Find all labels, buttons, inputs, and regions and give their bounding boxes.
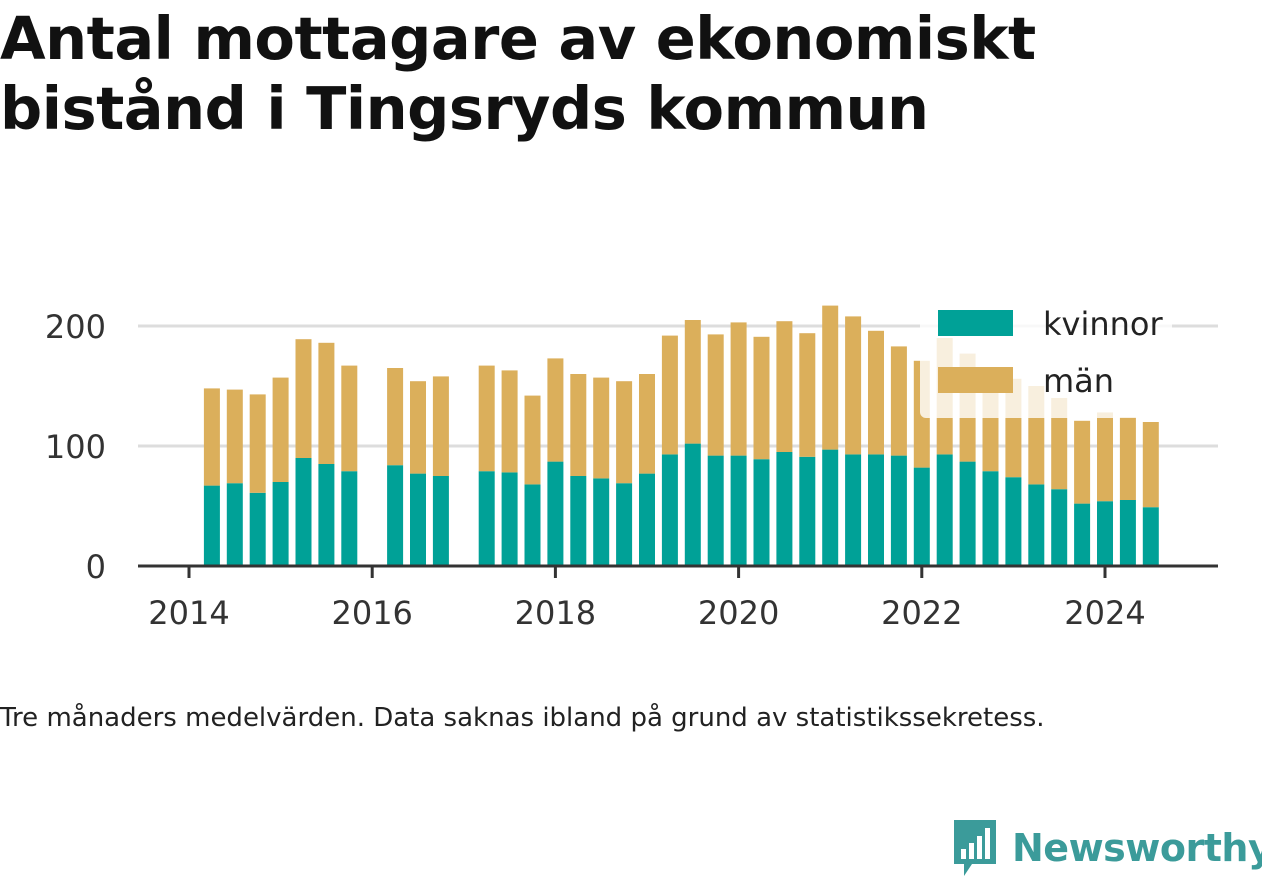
footnote: Tre månaders medelvärden. Data saknas ib… bbox=[0, 703, 1045, 733]
bar-man bbox=[226, 389, 243, 484]
brand-logo: Newsworthy bbox=[950, 816, 1262, 880]
bar-kvinnor bbox=[982, 471, 999, 566]
bar-kvinnor bbox=[707, 455, 724, 566]
bar-man bbox=[295, 339, 312, 458]
y-tick-label: 200 bbox=[45, 308, 106, 346]
x-tick-label: 2014 bbox=[148, 594, 229, 632]
bar-man bbox=[501, 370, 518, 473]
bar-man bbox=[661, 335, 678, 455]
bar-man bbox=[845, 316, 862, 455]
bar-kvinnor bbox=[501, 472, 518, 566]
bar-kvinnor bbox=[753, 459, 770, 566]
x-tick-label: 2016 bbox=[331, 594, 412, 632]
bar-kvinnor bbox=[1097, 501, 1113, 566]
bar-kvinnor bbox=[203, 485, 220, 566]
bars bbox=[203, 305, 1159, 566]
bar-kvinnor bbox=[1005, 477, 1022, 566]
axes: 0 100 200 2014 2016 2018 2020 2022 2024 bbox=[45, 308, 1218, 632]
bar-man bbox=[1119, 417, 1136, 500]
bar-kvinnor bbox=[776, 452, 793, 566]
bar-kvinnor bbox=[249, 492, 266, 566]
bar-man bbox=[730, 322, 747, 456]
legend-label-man: män bbox=[1043, 362, 1114, 400]
bar-kvinnor bbox=[1142, 507, 1159, 566]
bar-man bbox=[318, 342, 335, 464]
bar-kvinnor bbox=[890, 455, 907, 566]
bar-man bbox=[684, 320, 701, 444]
bar-man bbox=[272, 377, 289, 482]
bar-man bbox=[249, 394, 266, 493]
bar-man bbox=[1051, 398, 1068, 490]
bar-kvinnor bbox=[593, 478, 610, 566]
bar-kvinnor bbox=[822, 449, 839, 566]
bar-kvinnor bbox=[661, 454, 678, 566]
bar-man bbox=[822, 305, 839, 450]
bar-kvinnor bbox=[913, 467, 930, 566]
bar-kvinnor bbox=[570, 476, 587, 566]
y-tick-label: 0 bbox=[86, 548, 106, 586]
bar-kvinnor bbox=[639, 473, 655, 566]
bar-kvinnor bbox=[432, 476, 449, 566]
x-tick-label: 2024 bbox=[1064, 594, 1145, 632]
bar-man bbox=[890, 346, 907, 456]
bar-kvinnor bbox=[524, 484, 541, 566]
bar-man bbox=[707, 334, 724, 456]
bar-man bbox=[753, 336, 770, 460]
bar-man bbox=[799, 333, 816, 457]
bar-chart-speech-bubble-icon bbox=[954, 820, 996, 876]
bar-man bbox=[341, 365, 358, 472]
bar-kvinnor bbox=[1119, 500, 1136, 566]
x-tick-label: 2022 bbox=[881, 594, 962, 632]
bar-man bbox=[639, 374, 655, 474]
bar-kvinnor bbox=[1028, 484, 1045, 566]
bar-kvinnor bbox=[959, 461, 976, 566]
bar-man bbox=[868, 330, 884, 455]
bar-kvinnor bbox=[868, 454, 884, 566]
bar-kvinnor bbox=[684, 443, 701, 566]
bar-kvinnor bbox=[478, 471, 495, 566]
x-tick-label: 2020 bbox=[698, 594, 779, 632]
bar-man bbox=[1142, 422, 1159, 508]
legend-swatch-man bbox=[938, 367, 1013, 393]
bar-kvinnor bbox=[1074, 503, 1091, 566]
bar-kvinnor bbox=[1051, 489, 1068, 566]
brand-name: Newsworthy bbox=[1012, 826, 1262, 870]
bar-man bbox=[570, 374, 587, 476]
bar-kvinnor bbox=[387, 465, 404, 566]
bar-kvinnor bbox=[730, 455, 747, 566]
chart-title: Antal mottagare av ekonomiskt bistånd i … bbox=[0, 4, 1036, 143]
bar-man bbox=[1074, 420, 1091, 504]
bar-kvinnor bbox=[845, 454, 862, 566]
legend-swatch-kvinnor bbox=[938, 310, 1013, 336]
bar-kvinnor bbox=[295, 458, 312, 566]
bar-kvinnor bbox=[410, 473, 426, 566]
legend-label-kvinnor: kvinnor bbox=[1043, 305, 1164, 343]
bar-man bbox=[547, 358, 564, 462]
bar-man bbox=[478, 365, 495, 472]
x-tick-label: 2018 bbox=[515, 594, 596, 632]
bar-kvinnor bbox=[799, 456, 816, 566]
bar-man bbox=[524, 395, 541, 485]
stacked-bar-chart: kvinnor män 0 100 200 2014 2016 2018 2020 2022 2… bbox=[45, 303, 1218, 632]
bar-kvinnor bbox=[616, 483, 633, 566]
legend: kvinnor män bbox=[920, 303, 1172, 418]
bar-man bbox=[410, 381, 426, 474]
bar-kvinnor bbox=[318, 464, 335, 566]
y-tick-label: 100 bbox=[45, 428, 106, 466]
bar-man bbox=[593, 377, 610, 479]
bar-kvinnor bbox=[226, 483, 243, 566]
bar-man bbox=[203, 388, 220, 486]
bar-kvinnor bbox=[547, 461, 564, 566]
bar-man bbox=[387, 368, 404, 466]
bar-kvinnor bbox=[272, 482, 289, 566]
bar-kvinnor bbox=[341, 471, 358, 566]
bar-man bbox=[432, 376, 449, 476]
bar-man bbox=[1097, 412, 1113, 502]
bar-man bbox=[776, 321, 793, 452]
bar-kvinnor bbox=[936, 454, 953, 566]
bar-man bbox=[616, 381, 633, 484]
